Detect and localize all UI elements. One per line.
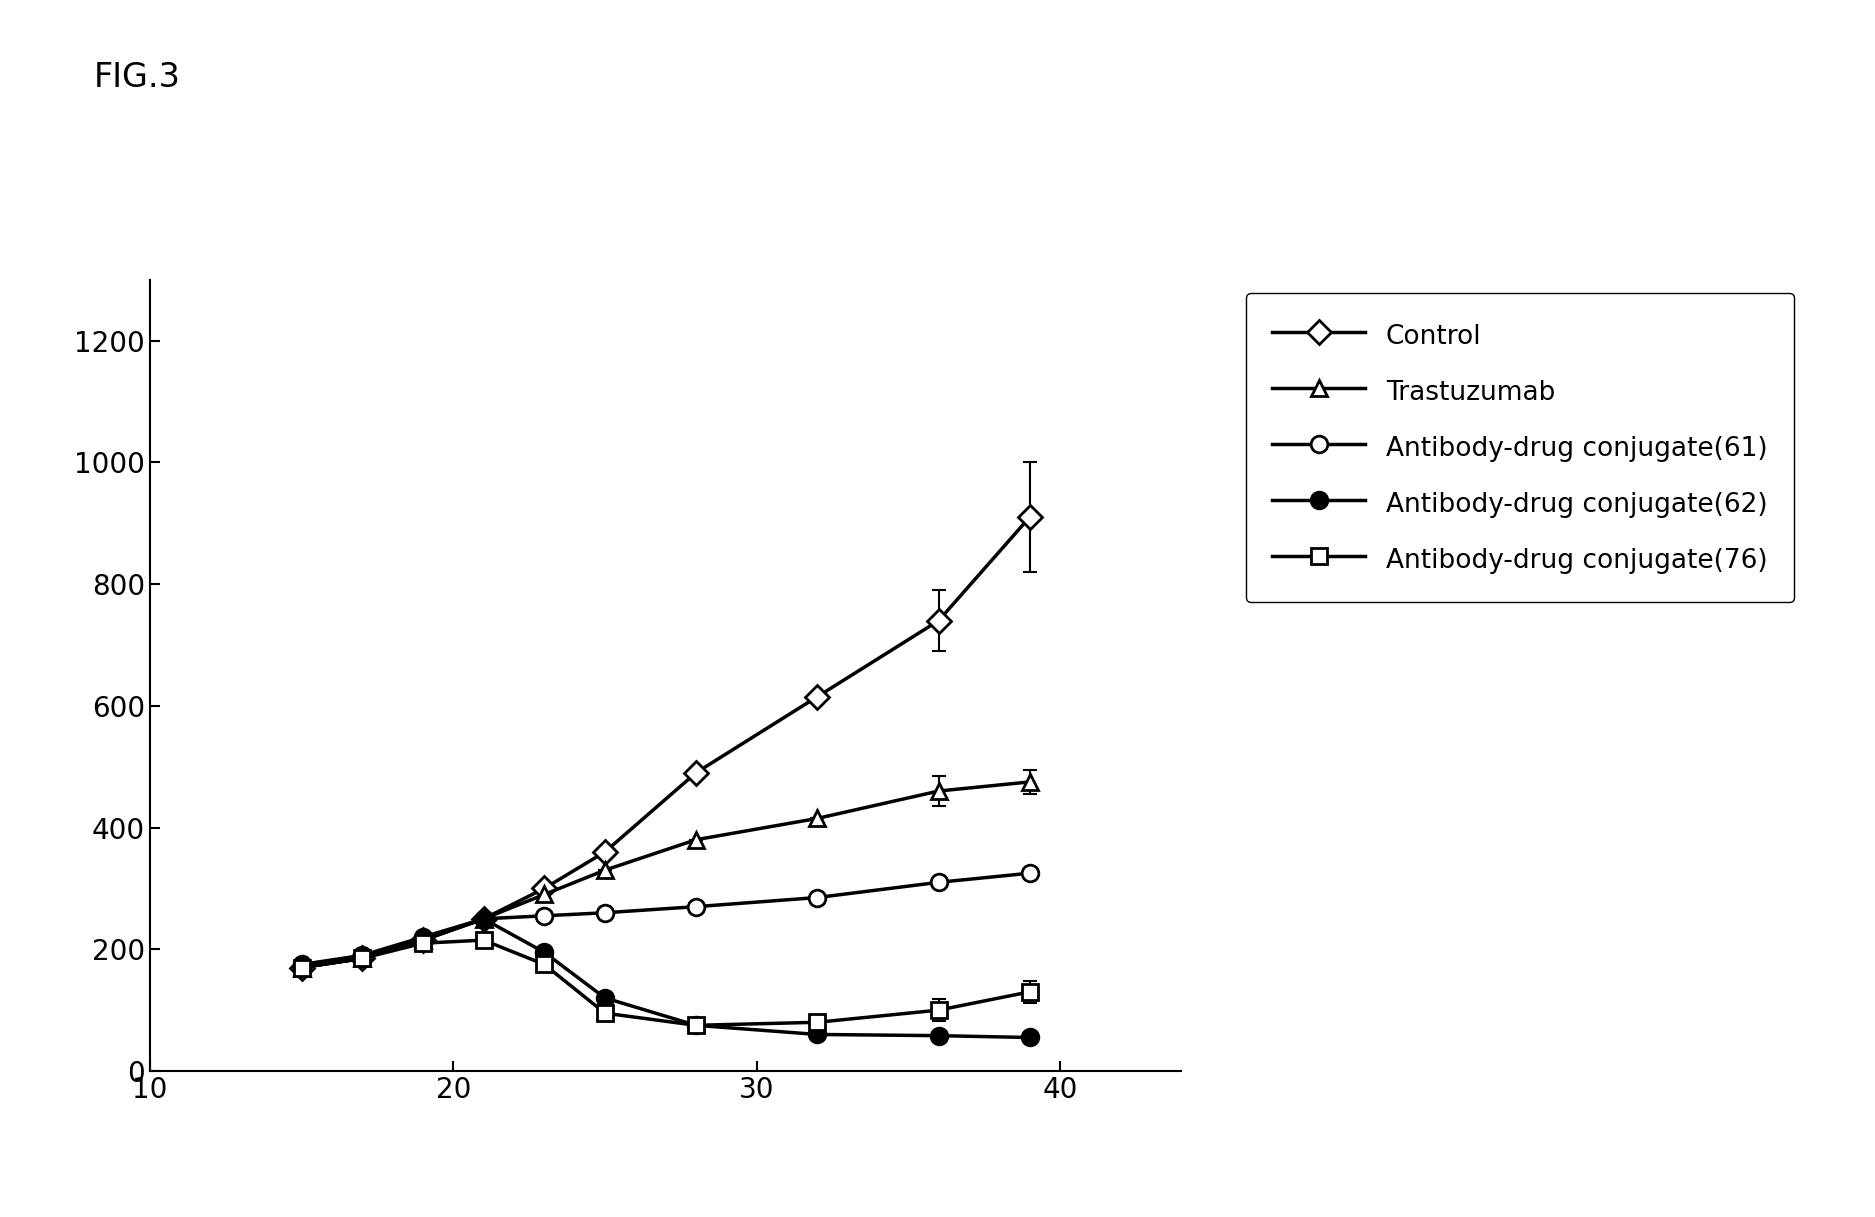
Antibody-drug conjugate(61) <box>472 912 495 926</box>
Trastuzumab <box>1018 775 1041 790</box>
Antibody-drug conjugate(76) <box>928 1003 951 1017</box>
Antibody-drug conjugate(76) <box>1018 985 1041 999</box>
Antibody-drug conjugate(62) <box>351 948 373 963</box>
Control <box>351 952 373 966</box>
Antibody-drug conjugate(61) <box>532 908 555 924</box>
Line: Control: Control <box>292 509 1039 976</box>
Control <box>412 932 435 947</box>
Antibody-drug conjugate(76) <box>684 1017 707 1032</box>
Control <box>928 613 951 628</box>
Antibody-drug conjugate(62) <box>291 957 313 971</box>
Antibody-drug conjugate(62) <box>806 1027 829 1042</box>
Antibody-drug conjugate(76) <box>291 960 313 975</box>
Line: Antibody-drug conjugate(62): Antibody-drug conjugate(62) <box>292 910 1039 1045</box>
Antibody-drug conjugate(61) <box>291 960 313 975</box>
Control <box>806 689 829 703</box>
Antibody-drug conjugate(62) <box>1018 1030 1041 1044</box>
Antibody-drug conjugate(76) <box>351 952 373 966</box>
Trastuzumab <box>806 812 829 826</box>
Text: FIG.3: FIG.3 <box>94 61 180 94</box>
Antibody-drug conjugate(61) <box>806 891 829 905</box>
Antibody-drug conjugate(61) <box>412 932 435 947</box>
Control <box>1018 510 1041 525</box>
Trastuzumab <box>594 863 617 877</box>
Line: Trastuzumab: Trastuzumab <box>292 774 1039 976</box>
Antibody-drug conjugate(62) <box>472 912 495 926</box>
Antibody-drug conjugate(76) <box>806 1015 829 1030</box>
Antibody-drug conjugate(76) <box>412 936 435 950</box>
Antibody-drug conjugate(76) <box>532 957 555 971</box>
Trastuzumab <box>291 960 313 975</box>
Antibody-drug conjugate(61) <box>928 875 951 890</box>
Antibody-drug conjugate(61) <box>351 952 373 966</box>
Antibody-drug conjugate(61) <box>594 905 617 920</box>
Control <box>291 960 313 975</box>
Legend: Control, Trastuzumab, Antibody-drug conjugate(61), Antibody-drug conjugate(62), : Control, Trastuzumab, Antibody-drug conj… <box>1247 293 1794 602</box>
Control <box>472 912 495 926</box>
Antibody-drug conjugate(62) <box>594 991 617 1005</box>
Antibody-drug conjugate(62) <box>928 1028 951 1043</box>
Trastuzumab <box>412 932 435 947</box>
Control <box>532 881 555 896</box>
Antibody-drug conjugate(76) <box>594 1005 617 1020</box>
Control <box>594 845 617 859</box>
Control <box>684 765 707 780</box>
Antibody-drug conjugate(76) <box>472 932 495 947</box>
Antibody-drug conjugate(61) <box>1018 867 1041 881</box>
Trastuzumab <box>684 832 707 847</box>
Antibody-drug conjugate(62) <box>412 930 435 944</box>
Line: Antibody-drug conjugate(61): Antibody-drug conjugate(61) <box>292 865 1039 976</box>
Antibody-drug conjugate(62) <box>684 1017 707 1032</box>
Antibody-drug conjugate(61) <box>684 899 707 914</box>
Antibody-drug conjugate(62) <box>532 944 555 959</box>
Trastuzumab <box>472 912 495 926</box>
Trastuzumab <box>928 784 951 798</box>
Trastuzumab <box>532 887 555 902</box>
Line: Antibody-drug conjugate(76): Antibody-drug conjugate(76) <box>292 932 1039 1033</box>
Trastuzumab <box>351 952 373 966</box>
